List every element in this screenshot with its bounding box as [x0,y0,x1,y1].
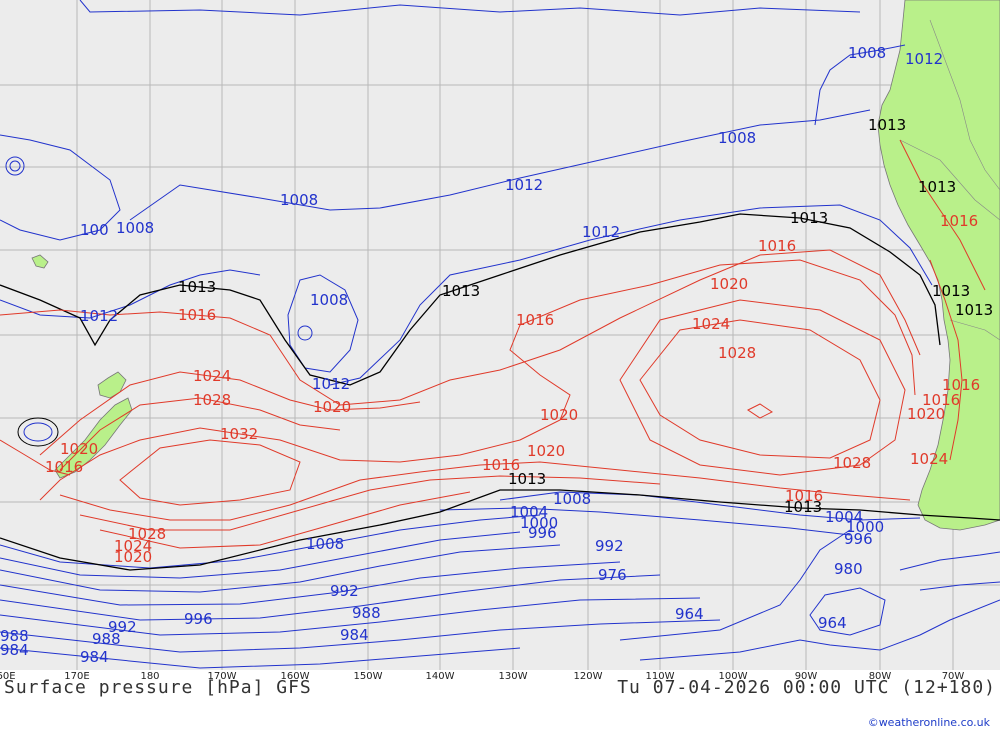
isobar-label: 1012 [80,307,118,325]
isobars-low [0,0,1000,669]
isobar-label: 1013 [784,498,822,516]
land-masses [31,0,1000,531]
isobar-label: 1020 [313,398,351,416]
isobar-label: 1008 [306,535,344,553]
weather-map: 1008 1012 1008 100 1008 1008 1012 1008 1… [0,0,1000,670]
isobar-label: 1016 [785,487,823,505]
country-borders [899,19,1000,341]
longitude-label: 150W [353,671,383,682]
longitude-label: 100W [718,671,748,682]
longitude-label: 170W [207,671,237,682]
islands [31,254,49,269]
isobar-label: 1028 [833,454,871,472]
new-zealand-north [97,371,127,399]
isobar-label: 988 [352,604,381,622]
longitude-label: 80W [868,671,892,682]
isobar-label: 1000 [846,518,884,536]
longitude-label: 130W [498,671,528,682]
map-title: Surface pressure [hPa] GFS [4,677,312,698]
isobar-label: 1013 [955,301,993,319]
isobar-label: 988 [92,630,121,648]
isobar-label: 1013 [918,178,956,196]
isobar-label: 1028 [193,391,231,409]
isobar-label: 1012 [312,375,350,393]
isobar-label: 1024 [910,450,948,468]
low-center [17,417,59,447]
isobar-label: 976 [598,566,627,584]
isobar-label: 996 [528,524,557,542]
isobar-label: 1012 [905,50,943,68]
longitude-label: 70W [941,671,965,682]
isobar-label: 1016 [940,212,978,230]
isobar-label: 964 [818,614,847,632]
isobar-label: 984 [0,641,29,659]
isobar-label: 1013 [932,282,970,300]
isobar-label: 1016 [922,391,960,409]
isobar-label: 1012 [505,176,543,194]
isobar-label: 1012 [582,223,620,241]
south-america [877,0,1000,531]
isobar-label: 1016 [178,306,216,324]
isobar-1013 [0,213,1000,571]
isobar-label: 1020 [710,275,748,293]
isobar-label: 1013 [508,470,546,488]
isobar-label: 1024 [692,315,730,333]
isobar-label: 992 [108,618,137,636]
isobar-label: 1020 [114,548,152,566]
isobar-label: 980 [834,560,863,578]
isobar-label: 1008 [718,129,756,147]
isobar-label: 1032 [220,425,258,443]
isobar-label: 988 [0,627,29,645]
isobar-label: 992 [595,537,624,555]
isobars-high [0,139,986,549]
map-canvas: 1008 1012 1008 100 1008 1008 1012 1008 1… [0,0,1000,670]
isobar-label: 1013 [178,278,216,296]
isobar-label: 1028 [718,344,756,362]
isobar-label: 984 [80,648,109,666]
isobar-label: 1008 [116,219,154,237]
isobar-label: 996 [844,530,873,548]
isobar-label: 1020 [540,406,578,424]
isobar-label: 1024 [193,367,231,385]
isobar-label: 1013 [790,209,828,227]
isobar-label: 984 [340,626,369,644]
isobar-label-group: 1008 1012 1008 100 1008 1008 1012 1008 1… [0,44,993,666]
longitude-label: 120W [573,671,603,682]
isobar-label: 964 [675,605,704,623]
isobar-label: 1000 [520,514,558,532]
isobar-label: 1016 [516,311,554,329]
longitude-label: 180 [140,671,160,682]
isobar-label: 1016 [758,237,796,255]
isobar-label: 1016 [482,456,520,474]
isobar-label: 1004 [825,508,863,526]
valid-datetime: Tu 07-04-2026 00:00 UTC (12+180) [617,677,996,698]
isobar-label: 1008 [310,291,348,309]
isobar-label: 1020 [527,442,565,460]
copyright-link[interactable]: ©weatheronline.co.uk [867,716,990,729]
isobar-label: 1013 [868,116,906,134]
isobar-label: 100 [80,221,109,239]
isobar-label: 1024 [114,537,152,555]
map-footer [0,670,1000,733]
isobar-label: 992 [330,582,359,600]
isobar-label: 1013 [442,282,480,300]
isobar-label: 1008 [280,191,318,209]
longitude-label: 90W [794,671,818,682]
longitude-label: 170E [64,671,90,682]
isobar-label: 1004 [510,503,548,521]
isobar-label: 1008 [553,490,591,508]
isobar-label: 1008 [848,44,886,62]
isobar-label: 1016 [942,376,980,394]
longitude-label: 140W [425,671,455,682]
isobar-label: 1020 [907,405,945,423]
longitude-label: 60E [0,671,16,682]
longitude-label: 160W [280,671,310,682]
isobar-label: 1016 [45,458,83,476]
longitude-label: 110W [645,671,675,682]
isobar-label: 1028 [128,525,166,543]
isobar-label: 996 [184,610,213,628]
isobar-label: 1020 [60,440,98,458]
